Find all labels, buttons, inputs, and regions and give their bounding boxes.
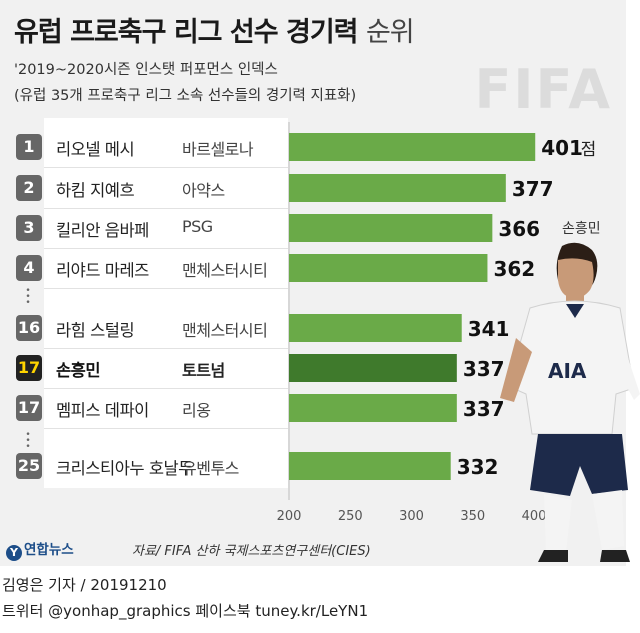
club-name: PSG — [182, 217, 213, 236]
value-label: 332 — [457, 455, 499, 479]
chart-title: 유럽 프로축구 리그 선수 경기력 순위 — [14, 17, 415, 48]
club-name: 맨체스터시티 — [182, 261, 268, 280]
player-illustration: AIA — [500, 242, 640, 562]
x-tick-label: 300 — [399, 509, 424, 524]
club-name: 리옹 — [182, 401, 211, 420]
bar — [289, 394, 457, 422]
player-name: 라힘 스털링 — [56, 321, 135, 340]
row-divider — [44, 248, 288, 249]
value-label: 337 — [463, 397, 505, 421]
fifa-watermark: FIFA — [474, 58, 612, 121]
value-label: 401 — [541, 136, 583, 160]
rank-badge: 16 — [16, 315, 42, 341]
x-tick-label: 350 — [460, 509, 485, 524]
club-name: 토트넘 — [182, 361, 225, 380]
club-name: 아약스 — [182, 181, 225, 200]
svg-text:AIA: AIA — [548, 359, 587, 383]
player-name: 리야드 마레즈 — [56, 261, 149, 280]
subtitle-description: (유럽 35개 프로축구 리그 소속 선수들의 경기력 지표화) — [14, 88, 357, 104]
player-name: 크리스티아누 호날두 — [56, 459, 193, 478]
bar — [289, 354, 457, 382]
rank-badge: 17 — [16, 395, 42, 421]
bar — [289, 174, 506, 202]
value-label: 377 — [512, 177, 554, 201]
rank-badge: 3 — [16, 215, 42, 241]
value-label: 341 — [468, 317, 510, 341]
rank-badge: 1 — [16, 134, 42, 160]
rank-badge: 2 — [16, 175, 42, 201]
row-divider — [44, 288, 288, 289]
ellipsis-dots: • • • — [25, 430, 31, 452]
rank-badge: 17 — [16, 355, 42, 381]
row-divider — [44, 428, 288, 429]
club-name: 맨체스터시티 — [182, 321, 268, 340]
rank-badge: 4 — [16, 255, 42, 281]
byline-social: 트위터 @yonhap_graphics 페이스북 tuney.kr/LeYN1 — [2, 602, 369, 620]
value-label: 337 — [463, 357, 505, 381]
row-divider — [44, 348, 288, 349]
row-divider — [44, 208, 288, 209]
bar — [289, 314, 462, 342]
x-tick-label: 400 — [522, 509, 547, 524]
yonhap-logo: Y 연합뉴스 — [6, 538, 74, 561]
value-label: 362 — [493, 257, 535, 281]
bar — [289, 452, 451, 480]
source-note: 자료/ FIFA 산하 국제스포츠연구센터(CIES) — [132, 544, 371, 559]
player-photo-label: 손흥민 — [562, 221, 601, 237]
bar — [289, 254, 488, 282]
club-name: 바르셀로나 — [182, 140, 254, 159]
rank-badge: 25 — [16, 453, 42, 479]
byline-reporter: 김영은 기자 / 20191210 — [2, 576, 167, 594]
value-label: 366 — [498, 217, 540, 241]
ellipsis-dots: • • • — [25, 286, 31, 308]
value-unit: 점 — [581, 140, 597, 160]
player-name: 멤피스 데파이 — [56, 401, 149, 420]
player-name: 손흥민 — [56, 361, 101, 380]
subtitle-season: '2019~2020시즌 인스탯 퍼포먼스 인덱스 — [14, 62, 278, 78]
player-name: 하킴 지예흐 — [56, 181, 135, 200]
bar — [289, 214, 493, 242]
bar — [289, 133, 536, 161]
x-tick-label: 200 — [277, 509, 302, 524]
x-tick-label: 250 — [338, 509, 363, 524]
player-name: 리오넬 메시 — [56, 140, 135, 159]
player-name: 킬리안 음바페 — [56, 221, 149, 240]
ranking-table — [44, 118, 288, 488]
row-divider — [44, 167, 288, 168]
row-divider — [44, 388, 288, 389]
club-name: 유벤투스 — [182, 459, 239, 478]
yonhap-logo-icon: Y — [6, 545, 22, 561]
